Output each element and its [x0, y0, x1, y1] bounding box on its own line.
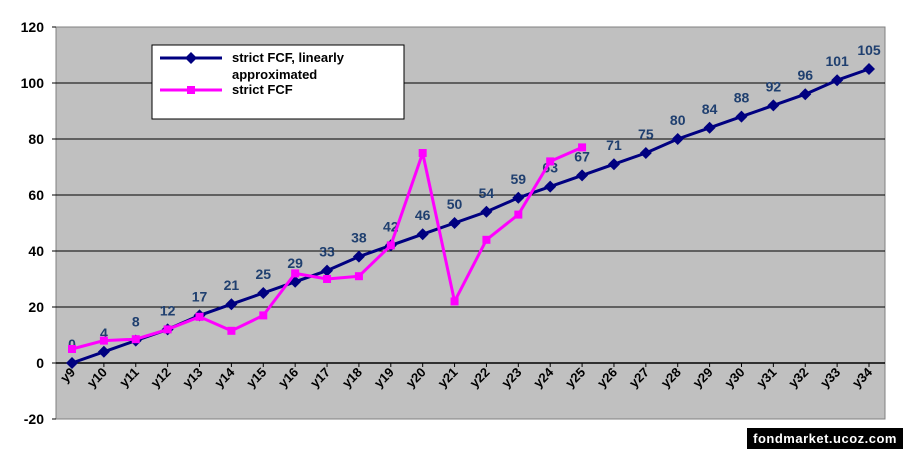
- data-point-series-1: [767, 99, 780, 112]
- data-point-series-1: [576, 169, 589, 182]
- data-point-series-1: [831, 74, 844, 87]
- data-label: 25: [255, 266, 271, 282]
- series-line-1: [71, 67, 870, 365]
- data-label: 59: [511, 171, 527, 187]
- y-tick-label: 80: [28, 131, 44, 147]
- data-point-series-2: [163, 325, 172, 334]
- data-label: 101: [825, 53, 849, 69]
- y-axis: -20 0 20 40 60 80 100 120: [21, 19, 56, 427]
- data-label: 84: [702, 101, 718, 117]
- data-label: 92: [766, 78, 782, 94]
- data-point-series-2: [195, 312, 204, 321]
- data-label: 33: [319, 244, 335, 260]
- legend-marker-series-2: [187, 86, 195, 94]
- data-label: 29: [287, 255, 303, 271]
- data-point-series-1: [544, 180, 557, 193]
- y-tick-label: 120: [21, 19, 45, 35]
- y-tick-label: 40: [28, 243, 44, 259]
- data-label: 50: [447, 196, 463, 212]
- y-tick-label: 20: [28, 299, 44, 315]
- data-point-series-2: [68, 345, 76, 353]
- data-point-series-1: [735, 110, 748, 123]
- legend-marker-series-1: [185, 52, 197, 64]
- y-tick-label: 0: [36, 355, 44, 371]
- data-point-series-2: [323, 275, 332, 283]
- data-point-series-2: [546, 157, 555, 166]
- data-point-series-1: [799, 88, 812, 101]
- data-label: 21: [224, 277, 240, 293]
- data-point-series-1: [512, 191, 525, 204]
- data-label: 88: [734, 90, 750, 106]
- data-point-series-1: [352, 250, 365, 263]
- data-point-series-1: [225, 298, 238, 311]
- data-point-series-1: [448, 217, 461, 229]
- data-point-series-2: [259, 311, 268, 320]
- y-tick-label: -20: [24, 411, 44, 427]
- data-label: 80: [670, 112, 686, 128]
- data-point-series-2: [450, 297, 459, 306]
- data-point-series-1: [639, 147, 652, 159]
- data-point-series-2: [227, 326, 236, 335]
- data-point-series-1: [97, 345, 110, 358]
- watermark-badge: fondmarket.ucoz.com: [747, 428, 903, 449]
- data-point-series-1: [607, 158, 620, 171]
- data-label: 38: [351, 230, 367, 246]
- series-layer: 0481217212529333842465054596367717580848…: [66, 42, 881, 369]
- data-label: 4: [100, 325, 108, 341]
- data-label: 71: [606, 137, 622, 153]
- data-label: 46: [415, 207, 431, 223]
- data-point-series-2: [354, 272, 363, 281]
- data-point-series-2: [386, 241, 395, 250]
- data-point-series-2: [131, 335, 140, 344]
- data-label: 96: [797, 67, 813, 83]
- data-point-series-1: [863, 63, 875, 75]
- data-label: 54: [479, 185, 495, 201]
- data-point-series-2: [99, 336, 108, 345]
- y-tick-label: 100: [21, 75, 45, 91]
- data-label: 75: [638, 126, 654, 142]
- data-point-series-1: [703, 121, 716, 134]
- data-label: 67: [574, 148, 590, 164]
- data-point-series-2: [578, 143, 587, 152]
- data-point-series-1: [257, 287, 270, 299]
- data-label: 8: [132, 314, 140, 330]
- data-point-series-1: [66, 357, 78, 369]
- legend-label-series-1: strict FCF, linearly approximated: [232, 50, 348, 82]
- data-point-series-1: [321, 264, 334, 277]
- legend-label-series-2: strict FCF: [232, 82, 293, 97]
- data-point-series-1: [671, 133, 684, 145]
- data-point-series-1: [480, 205, 493, 218]
- data-point-series-2: [291, 269, 300, 278]
- data-point-series-2: [514, 210, 523, 219]
- data-label: 12: [160, 302, 176, 318]
- data-point-series-2: [418, 149, 427, 157]
- data-point-series-2: [482, 235, 491, 244]
- data-label: 105: [857, 42, 881, 58]
- data-label: 0: [68, 336, 76, 352]
- legend: strict FCF, linearly approximated strict…: [151, 44, 405, 120]
- y-tick-label: 60: [28, 187, 44, 203]
- data-label: 17: [192, 288, 208, 304]
- data-point-series-1: [416, 228, 429, 241]
